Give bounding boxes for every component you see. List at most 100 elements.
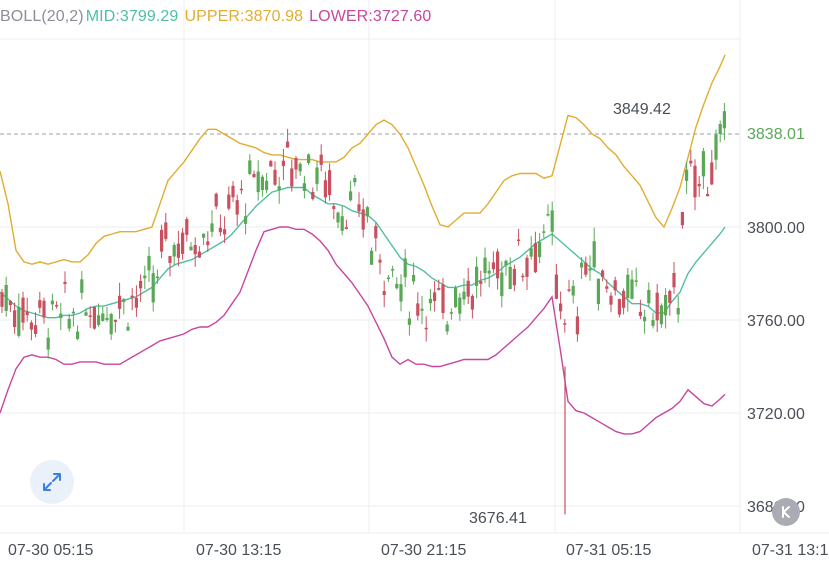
candle-down [227, 194, 231, 209]
candle-up [76, 331, 80, 339]
candle-up [46, 337, 50, 350]
candle-up [454, 288, 458, 308]
y-tick-label: 3760.00 [747, 313, 805, 330]
close-k-button[interactable] [772, 498, 800, 526]
candle-down [361, 209, 365, 230]
candle-up [151, 273, 155, 303]
candle-down [613, 280, 617, 291]
candle-down [525, 257, 529, 277]
candle-up [50, 300, 54, 305]
candlesticks [0, 103, 726, 515]
candle-up [542, 231, 546, 233]
candle-down [273, 169, 277, 185]
candle-up [504, 260, 508, 266]
candle-down [34, 325, 38, 334]
candle-up [147, 255, 151, 271]
candle-up [626, 274, 630, 299]
y-tick-label: 3800.00 [747, 220, 805, 237]
band-line-lower [0, 226, 726, 435]
low-price-label: 3676.41 [469, 510, 527, 527]
candle-down [29, 322, 33, 330]
candle-up [420, 308, 424, 311]
lower-value: LOWER:3727.60 [309, 8, 432, 25]
candle-up [550, 210, 554, 232]
candle-up [634, 280, 638, 282]
candle-up [588, 268, 592, 271]
candle-up [97, 315, 101, 325]
candle-down [693, 165, 697, 198]
candle-down [567, 289, 571, 291]
candle-down [214, 193, 218, 207]
candle-up [349, 191, 353, 201]
candle-down [470, 295, 474, 310]
candle-up [462, 291, 466, 300]
candle-down [168, 256, 172, 264]
candle-down [584, 262, 588, 275]
close-k-icon [782, 506, 790, 518]
candle-up [143, 275, 147, 279]
candle-down [424, 327, 428, 330]
candle-down [281, 160, 285, 167]
candle-up [412, 275, 416, 282]
candle-down [416, 303, 420, 316]
candle-down [55, 304, 59, 307]
candle-down [235, 200, 239, 215]
candle-down [533, 243, 537, 273]
candle-up [647, 289, 651, 304]
candle-up [399, 284, 403, 302]
candle-up [407, 318, 411, 325]
candle-down [563, 323, 567, 325]
expand-button[interactable] [30, 460, 74, 504]
candle-down [601, 270, 605, 277]
candle-up [395, 283, 399, 289]
candle-down [559, 303, 563, 312]
x-axis: 07-30 05:15 07-30 13:15 07-30 21:15 07-3… [8, 542, 829, 559]
candle-up [722, 111, 726, 129]
candle-down [332, 206, 336, 209]
candle-down [218, 227, 222, 233]
candle-down [286, 141, 290, 148]
candle-down [357, 204, 361, 212]
candle-down [622, 290, 626, 308]
x-tick-label: 07-30 05:15 [8, 542, 94, 559]
candle-down [223, 229, 227, 235]
candle-up [391, 269, 395, 271]
candle-up [17, 306, 21, 336]
candle-up [244, 216, 248, 224]
candle-up [365, 207, 369, 217]
candle-up [105, 317, 109, 320]
candle-up [210, 223, 214, 232]
candle-down [697, 183, 701, 187]
candle-down [344, 227, 348, 230]
candle-down [689, 160, 693, 164]
candle-down [433, 292, 437, 302]
candle-up [260, 176, 264, 191]
candle-down [554, 274, 558, 299]
candle-down [252, 173, 256, 178]
candle-down [466, 280, 470, 297]
candle-down [680, 212, 684, 226]
candle-down [21, 297, 25, 323]
candle-up [718, 124, 722, 135]
candle-up [630, 279, 634, 299]
y-axis: 3800.00 3760.00 3720.00 3680.00 [747, 220, 805, 516]
candle-up [445, 324, 449, 332]
candle-up [248, 160, 252, 174]
candle-down [706, 194, 710, 197]
candle-down [323, 180, 327, 198]
candle-up [336, 212, 340, 223]
candle-up [307, 154, 311, 164]
candle-up [475, 266, 479, 286]
candle-down [378, 259, 382, 263]
candle-down [382, 291, 386, 296]
indicator-legend: BOLL(20,2) MID:3799.29 UPPER:3870.98 LOWER:… [0, 8, 437, 26]
candle-down [512, 268, 516, 286]
candle-up [659, 305, 663, 325]
candle-up [353, 178, 357, 183]
candle-up [4, 284, 8, 311]
candle-up [277, 186, 281, 191]
indicator-name: BOLL(20,2) [0, 8, 84, 25]
high-price-label: 3849.42 [613, 101, 671, 118]
